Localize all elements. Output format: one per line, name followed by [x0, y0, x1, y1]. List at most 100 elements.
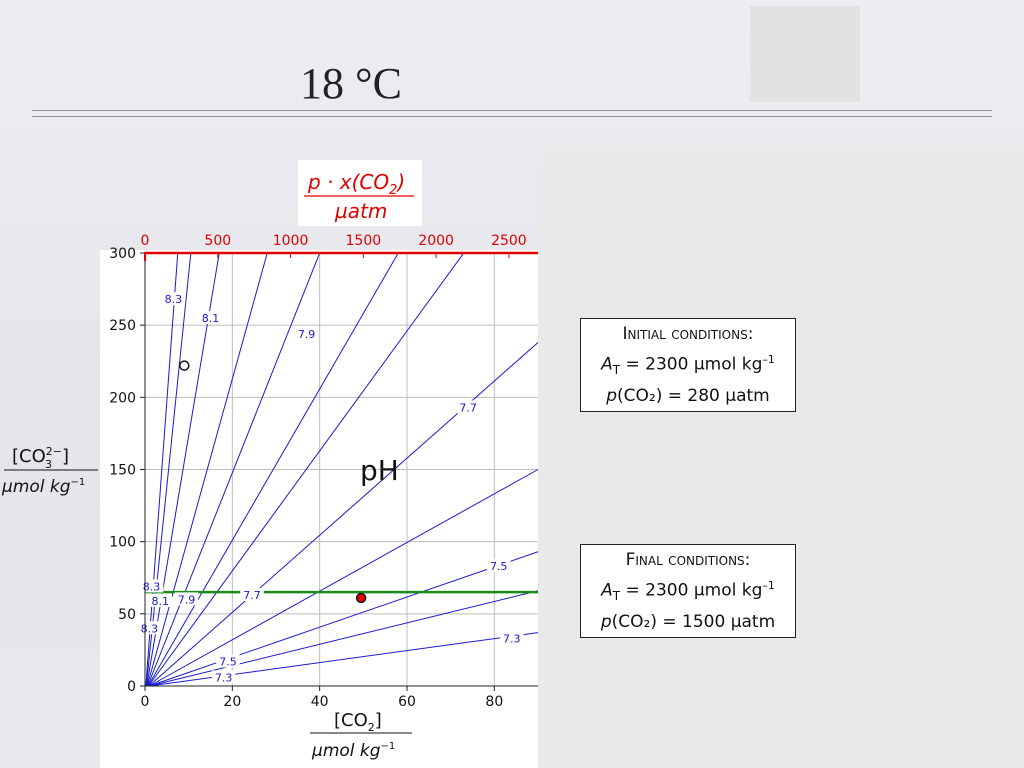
- x-axis-unit: µmol kg: [311, 741, 381, 761]
- ph-label-background: [500, 631, 524, 645]
- x-axis-sub: 2: [368, 721, 375, 734]
- axes: 0 20 40 60 80 0 50 100 150 200 250 300 0 500 1000 1500 2…: [109, 233, 538, 710]
- data-point-final: [355, 592, 367, 604]
- ph-label-background: [211, 670, 236, 684]
- y-tick-label: 250: [109, 318, 136, 334]
- data-points: [179, 360, 367, 604]
- ph-label: 7.5: [490, 560, 508, 573]
- ph-line: [147, 252, 321, 687]
- ph-label-background: [148, 593, 173, 607]
- y-tick-label: 100: [109, 535, 136, 551]
- ph-label: 8.3: [143, 580, 161, 593]
- x-axis-unit-exp: −1: [381, 741, 396, 752]
- ph-label: 7.7: [459, 401, 477, 414]
- ph-label-background: [456, 400, 480, 414]
- x-tick-label: 20: [223, 694, 241, 710]
- x-tick-label: 60: [398, 694, 416, 710]
- ph-line: [145, 252, 179, 687]
- y-tick-label: 150: [109, 463, 136, 479]
- ph-label-background: [161, 292, 186, 306]
- title-divider-bottom: [32, 116, 992, 117]
- y-axis-sup: 2−: [46, 445, 62, 458]
- data-point-initial: [179, 360, 190, 371]
- ph-label-background: [486, 559, 511, 573]
- initial-conditions-box: Initial conditions: AT = 2300 µmol kg–1 …: [580, 318, 796, 413]
- top-label-background: [298, 160, 422, 226]
- final-alkalinity: AT = 2300 µmol kg–1: [601, 579, 775, 604]
- ph-label-background: [294, 326, 319, 340]
- decorative-box: [750, 6, 860, 102]
- y-tick-label: 200: [109, 390, 136, 406]
- ph-line: [145, 252, 192, 687]
- ph-label-background: [139, 579, 164, 593]
- ph-line: [146, 252, 220, 687]
- ph-label: 8.3: [141, 622, 159, 635]
- top-axis-unit: µatm: [334, 199, 387, 223]
- ph-label: 7.5: [219, 655, 237, 668]
- top-tick-label: 500: [204, 233, 231, 249]
- center-label-ph: pH: [360, 454, 399, 487]
- initial-alkalinity: AT = 2300 µmol kg–1: [601, 353, 775, 378]
- ph-line: [149, 551, 539, 687]
- ph-line: [149, 469, 539, 687]
- top-axis-sub: 2: [389, 183, 397, 198]
- plot-background: [100, 250, 538, 768]
- x-tick-label: 80: [485, 694, 503, 710]
- top-axis-title: p · x(CO2) µatm: [304, 170, 414, 223]
- top-axis-close: ): [395, 170, 405, 194]
- initial-pco2: p(CO₂) = 280 µatm: [606, 386, 770, 407]
- x-axis-label: [CO: [334, 710, 368, 731]
- ph-label-background: [216, 654, 240, 668]
- svg-text:[CO2]: [CO2]: [334, 710, 382, 734]
- ph-label-background: [137, 621, 162, 635]
- y-axis-unit: µmol kg: [1, 477, 71, 497]
- final-conditions-title: Final conditions:: [625, 550, 751, 570]
- ph-label: 7.3: [215, 671, 233, 684]
- top-tick-label: 1000: [273, 233, 309, 249]
- y-tick-label: 50: [118, 607, 136, 623]
- title-divider-top: [32, 110, 992, 111]
- svg-text:[CO2−3]: [CO2− 3]: [12, 445, 69, 471]
- ph-label-background: [174, 592, 199, 606]
- y-tick-label: 0: [127, 679, 136, 695]
- svg-text:µmol kg−1: µmol kg−1: [1, 477, 85, 497]
- ph-labels: 8.3 8.1 7.9 7.7 7.5 7.3 8.3 8.1 7.9 7.7 8.3 7.5 7.3: [137, 292, 524, 684]
- ph-line: [147, 252, 399, 687]
- ph-line: [146, 252, 268, 687]
- y-tick-label: 300: [109, 246, 136, 262]
- x-tick-label: 40: [311, 694, 329, 710]
- top-axis-label: p · x(CO: [307, 170, 389, 194]
- svg-text:µmol kg−1: µmol kg−1: [311, 741, 395, 761]
- x-tick-label: 0: [141, 694, 150, 710]
- ph-label-background: [198, 310, 223, 324]
- ph-label: 8.1: [152, 595, 170, 608]
- ph-label: 7.3: [503, 632, 521, 645]
- y-axis-unit-exp: −1: [71, 477, 86, 488]
- top-tick-label: 2000: [418, 233, 454, 249]
- x-axis-title: [CO2] µmol kg−1: [310, 710, 412, 761]
- svg-text:p · x(CO2): p · x(CO2): [307, 170, 405, 198]
- ph-label-background: [240, 588, 264, 602]
- ph-label: 8.1: [202, 312, 220, 325]
- ph-label: 7.9: [298, 328, 316, 341]
- y-axis-close: ]: [62, 446, 69, 467]
- ph-label: 8.3: [165, 293, 183, 306]
- top-tick-label: 1500: [346, 233, 382, 249]
- grid: [145, 252, 538, 686]
- y-axis-label: [CO: [12, 446, 46, 467]
- final-pco2: p(CO₂) = 1500 µatm: [600, 612, 776, 633]
- y-label-background: [100, 440, 146, 502]
- initial-conditions-title: Initial conditions:: [622, 324, 754, 344]
- ph-line: [149, 590, 539, 687]
- ph-lines: [145, 252, 539, 687]
- x-axis-close: ]: [375, 710, 382, 731]
- top-tick-label: 2500: [491, 233, 527, 249]
- ph-line: [148, 342, 539, 687]
- reference-lines: [145, 251, 538, 594]
- slide-title: 18 °C: [300, 59, 402, 108]
- ph-label: 7.7: [243, 589, 261, 602]
- y-axis-sub: 3: [45, 458, 52, 471]
- ph-label: 7.9: [178, 593, 196, 606]
- ph-line: [148, 252, 465, 687]
